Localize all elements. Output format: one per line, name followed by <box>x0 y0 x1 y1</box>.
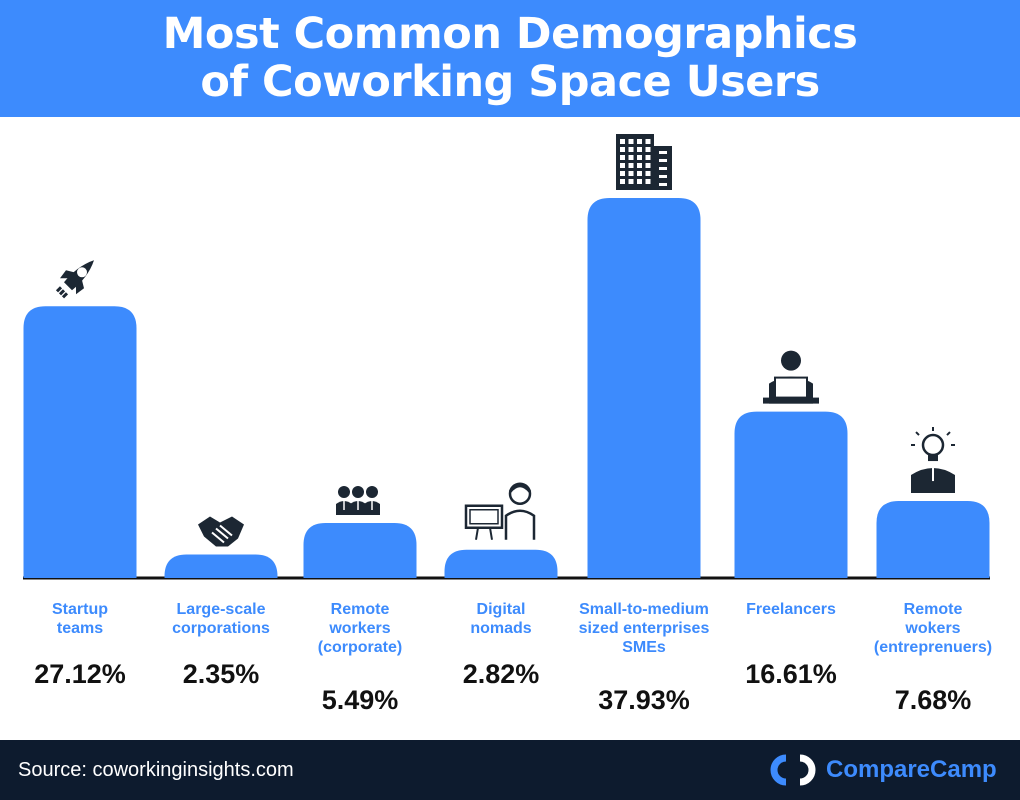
value-label: 37.93% <box>598 685 690 715</box>
category-label: Small-to-medium sized enterprises SMEs <box>579 601 710 656</box>
category-label: Startup teams <box>52 601 108 637</box>
bar-chart: Startup teams 27.12% Large-scale corporation… <box>23 134 992 715</box>
category-label: Remote workers (corporate) <box>318 601 402 656</box>
bar <box>876 501 990 578</box>
team-icon <box>336 485 380 515</box>
bar <box>164 554 278 578</box>
freelancer-laptop-icon <box>763 350 819 404</box>
header-banner: Most Common Demographics of Coworking Sp… <box>0 0 1020 117</box>
footer-bar: Source: coworkinginsights.com CompareCam… <box>0 740 1020 800</box>
category-label: Remote wokers (entreprenuers) <box>874 601 992 656</box>
entrepreneur-lightbulb-icon <box>911 427 955 494</box>
chart-title-line-2: of Coworking Space Users <box>200 57 820 107</box>
chart-title-line-1: Most Common Demographics <box>162 9 858 59</box>
bar <box>23 306 137 578</box>
value-label: 2.82% <box>463 659 540 689</box>
category-label: Freelancers <box>746 601 836 618</box>
category-label: Large-scale corporations <box>172 601 270 637</box>
brand-name: CompareCamp <box>826 756 997 783</box>
rocket-icon <box>55 260 94 299</box>
category-label: Digital nomads <box>470 601 531 637</box>
value-label: 7.68% <box>895 685 972 715</box>
bar <box>587 198 701 578</box>
bar <box>734 411 848 578</box>
value-label: 2.35% <box>183 659 260 689</box>
value-label: 27.12% <box>34 659 126 689</box>
bar <box>303 522 417 578</box>
source-text: Source: coworkinginsights.com <box>18 759 294 781</box>
bar <box>444 549 558 578</box>
brand-logo: CompareCamp <box>770 752 997 788</box>
digital-nomad-icon <box>464 482 536 540</box>
comparecamp-logo-icon <box>770 754 816 786</box>
handshake-icon <box>198 516 244 547</box>
value-label: 5.49% <box>322 685 399 715</box>
office-building-icon <box>616 134 672 190</box>
value-label: 16.61% <box>745 659 837 689</box>
